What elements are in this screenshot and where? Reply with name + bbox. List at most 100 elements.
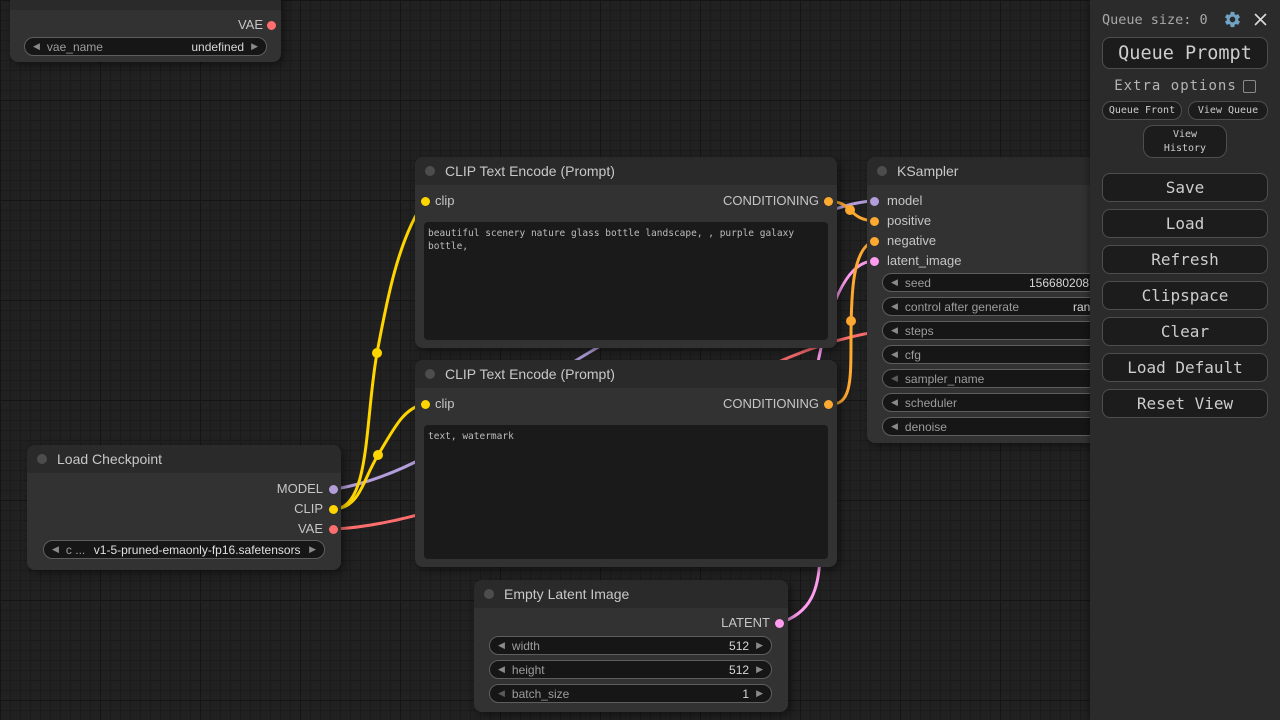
widget-vae-name[interactable]: vae_name undefined: [24, 37, 267, 56]
reset-view-button[interactable]: Reset View: [1102, 389, 1268, 418]
widget-label: scheduler: [904, 395, 957, 410]
node-vae-loader: VAE vae_name undefined: [10, 0, 281, 62]
prompt-textarea[interactable]: text, watermark: [424, 425, 828, 559]
node-clip-text-encode-positive: CLIP Text Encode (Prompt) clip CONDITION…: [415, 157, 837, 348]
increment-arrow-icon[interactable]: [756, 660, 763, 679]
decrement-arrow-icon[interactable]: [52, 540, 59, 559]
output-port-vae[interactable]: [267, 20, 276, 30]
widget-ckpt-name[interactable]: c ... v1-5-pruned-emaonly-fp16.safetenso…: [43, 540, 325, 559]
collapse-dot-icon[interactable]: [37, 454, 47, 464]
decrement-arrow-icon[interactable]: [891, 369, 898, 388]
widget-value: 512: [729, 638, 750, 653]
input-port-clip[interactable]: [420, 399, 430, 409]
increment-arrow-icon[interactable]: [756, 636, 763, 655]
link-midpoint-dot: [372, 348, 382, 358]
widget-denoise[interactable]: denoise: [882, 417, 1152, 436]
widget-label: width: [511, 638, 540, 653]
decrement-arrow-icon[interactable]: [891, 393, 898, 412]
collapse-dot-icon[interactable]: [425, 369, 435, 379]
collapse-dot-icon[interactable]: [425, 166, 435, 176]
output-port-vae[interactable]: [328, 524, 338, 534]
extra-options-checkbox[interactable]: [1242, 79, 1256, 93]
decrement-arrow-icon[interactable]: [891, 321, 898, 340]
widget-label: c ...: [65, 542, 86, 557]
widget-label: vae_name: [46, 39, 103, 54]
widget-label: steps: [904, 323, 934, 338]
output-label-vae: VAE: [237, 17, 263, 32]
node-load-checkpoint: Load Checkpoint MODEL CLIP VAE c ... v1-…: [27, 445, 341, 570]
node-title: CLIP Text Encode (Prompt): [445, 163, 615, 179]
output-label-clip: CLIP: [294, 501, 323, 516]
decrement-arrow-icon[interactable]: [498, 660, 505, 679]
widget-label: height: [511, 662, 545, 677]
wire-conditioning-to-negative: [827, 239, 876, 406]
settings-gear-icon[interactable]: [1223, 10, 1242, 29]
widget-label: batch_size: [511, 686, 570, 701]
queue-prompt-button[interactable]: Queue Prompt: [1102, 37, 1268, 69]
decrement-arrow-icon[interactable]: [891, 273, 898, 292]
node-title: KSampler: [897, 163, 959, 179]
widget-value: 1: [742, 686, 750, 701]
widget-value: v1-5-pruned-emaonly-fp16.safetensors: [93, 542, 301, 557]
clear-button[interactable]: Clear: [1102, 317, 1268, 346]
increment-arrow-icon[interactable]: [309, 540, 316, 559]
widget-sampler-name[interactable]: sampler_name: [882, 369, 1152, 388]
input-port-latent-image[interactable]: [869, 256, 879, 266]
node-title: Empty Latent Image: [504, 586, 630, 602]
decrement-arrow-icon[interactable]: [891, 297, 898, 316]
node-title-bar[interactable]: CLIP Text Encode (Prompt): [415, 360, 837, 388]
widget-steps[interactable]: steps: [882, 321, 1152, 340]
widget-label: sampler_name: [904, 371, 985, 386]
widget-seed[interactable]: seed 1566802087: [882, 273, 1152, 292]
prompt-textarea[interactable]: beautiful scenery nature glass bottle la…: [424, 222, 828, 340]
collapse-dot-icon[interactable]: [484, 589, 494, 599]
decrement-arrow-icon[interactable]: [33, 37, 40, 56]
input-label-negative: negative: [887, 233, 937, 248]
node-title-bar[interactable]: Empty Latent Image: [474, 580, 788, 608]
node-title: CLIP Text Encode (Prompt): [445, 366, 615, 382]
output-port-latent[interactable]: [774, 618, 784, 628]
output-label-latent: LATENT: [721, 615, 770, 630]
input-label-model: model: [887, 193, 923, 208]
widget-label: cfg: [904, 347, 921, 362]
increment-arrow-icon[interactable]: [251, 37, 258, 56]
close-icon[interactable]: [1253, 12, 1268, 27]
input-port-model[interactable]: [869, 196, 879, 206]
increment-arrow-icon[interactable]: [756, 684, 763, 703]
widget-scheduler[interactable]: scheduler: [882, 393, 1152, 412]
output-port-model[interactable]: [328, 484, 338, 494]
output-port-clip[interactable]: [328, 504, 338, 514]
widget-width[interactable]: width 512: [489, 636, 772, 655]
decrement-arrow-icon[interactable]: [891, 417, 898, 436]
collapse-dot-icon[interactable]: [877, 166, 887, 176]
decrement-arrow-icon[interactable]: [891, 345, 898, 364]
load-default-button[interactable]: Load Default: [1102, 353, 1268, 382]
widget-height[interactable]: height 512: [489, 660, 772, 679]
widget-batch-size[interactable]: batch_size 1: [489, 684, 772, 703]
view-queue-button[interactable]: View Queue: [1188, 101, 1268, 120]
extra-options-label: Extra options: [1114, 78, 1237, 94]
node-empty-latent-image: Empty Latent Image LATENT width 512 heig…: [474, 580, 788, 712]
queue-size-label: Queue size: 0: [1102, 11, 1208, 28]
widget-label: control after generate: [904, 299, 1019, 314]
refresh-button[interactable]: Refresh: [1102, 245, 1268, 274]
load-button[interactable]: Load: [1102, 209, 1268, 238]
input-port-negative[interactable]: [869, 236, 879, 246]
input-port-clip[interactable]: [420, 196, 430, 206]
node-title-bar[interactable]: [10, 0, 281, 10]
queue-front-button[interactable]: Queue Front: [1102, 101, 1182, 120]
link-midpoint-dot: [373, 450, 383, 460]
decrement-arrow-icon[interactable]: [498, 684, 505, 703]
clipspace-button[interactable]: Clipspace: [1102, 281, 1268, 310]
node-title-bar[interactable]: Load Checkpoint: [27, 445, 341, 473]
node-title: Load Checkpoint: [57, 451, 163, 467]
widget-cfg[interactable]: cfg: [882, 345, 1152, 364]
decrement-arrow-icon[interactable]: [498, 636, 505, 655]
input-port-positive[interactable]: [869, 216, 879, 226]
save-button[interactable]: Save: [1102, 173, 1268, 202]
output-label-conditioning: CONDITIONING: [722, 193, 819, 208]
output-port-conditioning[interactable]: [824, 196, 833, 206]
output-port-conditioning[interactable]: [824, 399, 833, 409]
node-title-bar[interactable]: CLIP Text Encode (Prompt): [415, 157, 837, 185]
view-history-button[interactable]: View History: [1143, 125, 1227, 158]
